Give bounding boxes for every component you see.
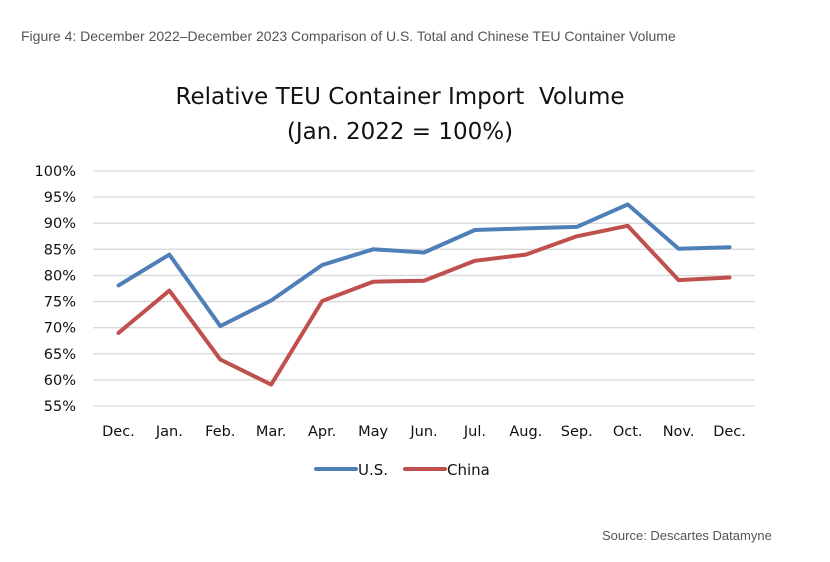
- x-tick-label: Dec.: [713, 424, 746, 440]
- x-tick-label: May: [358, 424, 388, 440]
- gridlines: [93, 170, 755, 407]
- figure-caption: Figure 4: December 2022–December 2023 Co…: [21, 28, 676, 44]
- y-tick-label: 60%: [44, 373, 76, 389]
- x-tick-label: Nov.: [663, 424, 695, 440]
- y-tick-label: 90%: [44, 216, 76, 232]
- x-tick-label: Apr.: [308, 424, 336, 440]
- y-axis-ticks: 55% 60% 65% 70% 75% 80% 85% 90% 95% 100%: [35, 164, 76, 415]
- y-tick-label: 85%: [44, 242, 76, 258]
- x-tick-label: Sep.: [561, 424, 593, 440]
- x-tick-label: Feb.: [205, 424, 235, 440]
- y-tick-label: 95%: [44, 190, 76, 206]
- y-tick-label: 70%: [44, 321, 76, 337]
- legend-label: China: [447, 461, 490, 479]
- x-tick-label: Oct.: [613, 424, 643, 440]
- legend-label: U.S.: [358, 461, 388, 479]
- x-tick-label: Jun.: [409, 424, 437, 440]
- source-note: Source: Descartes Datamyne: [602, 528, 772, 543]
- chart-subtitle: (Jan. 2022 = 100%): [287, 119, 513, 145]
- y-tick-label: 55%: [44, 399, 76, 415]
- x-tick-label: Dec.: [102, 424, 135, 440]
- legend: U.S. China: [314, 461, 490, 479]
- x-tick-label: Aug.: [509, 424, 542, 440]
- x-tick-label: Jul.: [463, 424, 486, 440]
- chart-title: Relative TEU Container Import Volume: [176, 84, 625, 110]
- x-axis-ticks: Dec. Jan. Feb. Mar. Apr. May Jun. Jul. Aug. Sep. O…: [102, 424, 746, 440]
- series-lines: [116, 202, 732, 387]
- y-tick-label: 75%: [44, 295, 76, 311]
- x-tick-label: Jan.: [155, 424, 183, 440]
- y-tick-label: 80%: [44, 268, 76, 284]
- y-tick-label: 100%: [35, 164, 76, 180]
- y-tick-label: 65%: [44, 347, 76, 363]
- x-tick-label: Mar.: [256, 424, 287, 440]
